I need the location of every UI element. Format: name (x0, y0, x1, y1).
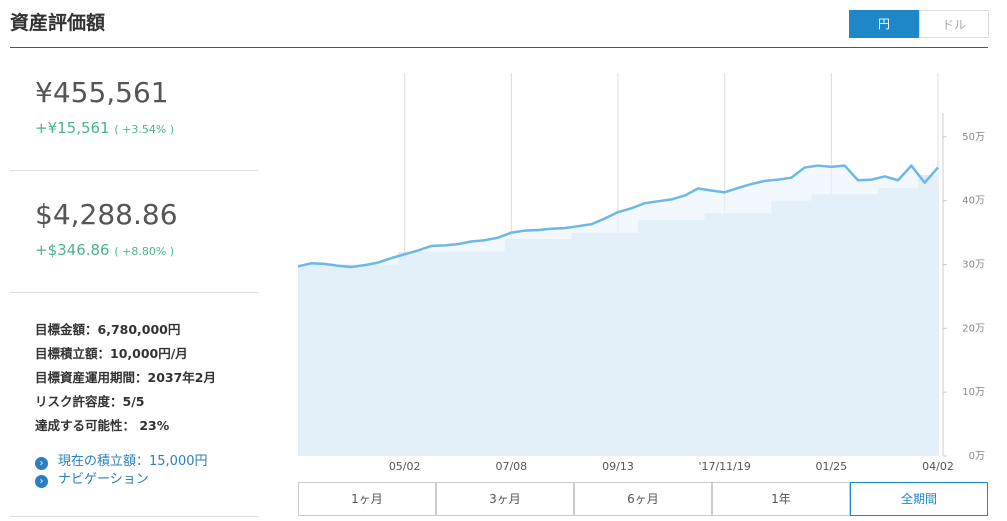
chart: 05/02 07/08 09/13 '17/11/19 01/25 04/02 0万 10万 2… (297, 73, 985, 473)
y-tick-label: 10万 (962, 387, 985, 398)
link[interactable]: › 現在の積立額：15,000円 (35, 450, 208, 470)
x-tick-label: 09/13 (602, 460, 634, 473)
x-tick-label: '17/11/19 (698, 460, 750, 473)
separator (10, 292, 258, 293)
range-button[interactable]: 6ヶ月 (574, 482, 712, 516)
goal: 目標積立額：10,000円/月 (35, 346, 188, 361)
currency-yen[interactable]: 円 (849, 10, 919, 38)
x-tick-label: 04/02 (922, 460, 954, 473)
change-yen: +¥15,561 ( +3.54% ) (35, 119, 174, 137)
x-tick-label: 01/25 (815, 460, 847, 473)
goal: 目標金額：6,780,000円 (35, 322, 181, 337)
link-text[interactable]: ナビゲーション (58, 472, 149, 487)
x-tick-label: 05/02 (389, 460, 421, 473)
goal: 達成する可能性： 23% (35, 418, 170, 433)
change-usd: +$346.86 ( +8.80% ) (35, 241, 174, 259)
y-tick-label: 40万 (962, 196, 985, 207)
currency-dollar[interactable]: ドル (919, 10, 989, 38)
goal: 目標資産運用期間：2037年2月 (35, 370, 216, 385)
y-tick-label: 30万 (962, 260, 985, 271)
y-tick-label: 0万 (969, 451, 985, 462)
y-tick-label: 50万 (962, 132, 985, 143)
change: +$346.86 (35, 241, 110, 259)
range-button[interactable]: 1ヶ月 (298, 482, 436, 516)
y-tick-label: 20万 (962, 323, 985, 334)
separator (10, 170, 258, 171)
x-tick-label: 07/08 (495, 460, 527, 473)
page-title: 資産評価額 (10, 12, 106, 34)
goal: リスク許容度：5/5 (35, 394, 145, 409)
change-pct: ( +3.54% ) (114, 123, 175, 136)
range-button[interactable]: 1年 (712, 482, 850, 516)
amount-usd: $4,288.86 (35, 198, 178, 231)
divider (10, 47, 988, 48)
link[interactable]: › ナビゲーション (35, 468, 149, 488)
change: +¥15,561 (35, 119, 110, 137)
valuation-area (298, 165, 938, 456)
amount-yen: ¥455,561 (35, 76, 169, 109)
valuation-line (297, 164, 939, 269)
range-button[interactable]: 3ヶ月 (436, 482, 574, 516)
range-button[interactable]: 全期間 (850, 482, 988, 516)
link-text[interactable]: 現在の積立額：15,000円 (58, 454, 208, 469)
change-pct: ( +8.80% ) (114, 245, 175, 258)
separator (10, 516, 258, 517)
